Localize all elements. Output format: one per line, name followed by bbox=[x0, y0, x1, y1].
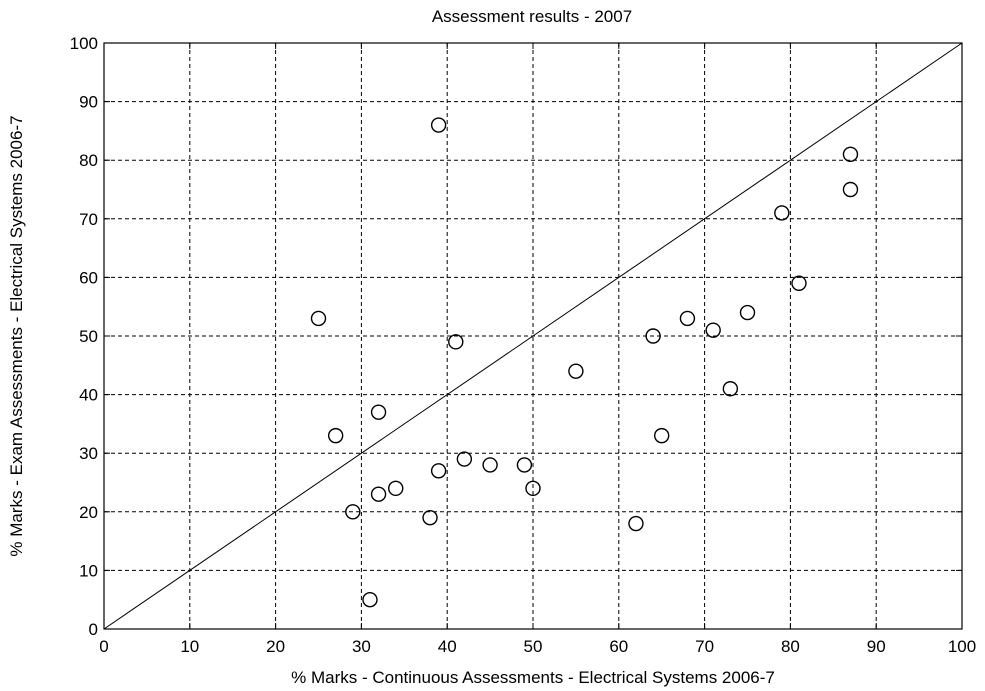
data-point bbox=[654, 427, 670, 444]
x-axis-label: % Marks - Continuous Assessments - Elect… bbox=[291, 668, 775, 687]
x-tick-label: 80 bbox=[781, 637, 800, 656]
data-point bbox=[430, 463, 447, 479]
data-point bbox=[327, 427, 344, 444]
data-point bbox=[370, 404, 387, 420]
x-tick-label: 90 bbox=[867, 637, 886, 656]
y-tick-label: 30 bbox=[79, 444, 98, 463]
data-point bbox=[705, 322, 721, 338]
data-point bbox=[482, 457, 498, 473]
reference-line bbox=[103, 42, 963, 630]
ticks bbox=[103, 42, 963, 630]
x-tick-label: 100 bbox=[948, 637, 976, 656]
y-tick-label: 20 bbox=[79, 503, 98, 522]
data-points bbox=[310, 117, 859, 608]
y-axis-label: % Marks - Exam Assessments - Electrical … bbox=[7, 115, 26, 556]
data-point bbox=[628, 515, 644, 532]
data-point bbox=[791, 275, 807, 291]
data-point bbox=[448, 334, 464, 350]
data-point bbox=[774, 205, 790, 221]
data-point bbox=[568, 363, 584, 379]
y-tick-label: 80 bbox=[79, 151, 98, 170]
data-point bbox=[388, 480, 404, 497]
y-tick-label: 90 bbox=[79, 93, 98, 112]
data-point bbox=[722, 381, 739, 397]
data-point bbox=[516, 457, 533, 473]
x-tick-label: 50 bbox=[524, 637, 543, 656]
reference-line-layer bbox=[103, 42, 963, 630]
y-tick-labels: 0 10 20 30 40 50 60 70 80 90 100 bbox=[70, 34, 98, 639]
x-tick-label: 0 bbox=[99, 637, 108, 656]
x-tick-label: 20 bbox=[266, 637, 285, 656]
data-point bbox=[310, 310, 327, 327]
data-point bbox=[456, 451, 473, 467]
chart-title: Assessment results - 2007 bbox=[432, 7, 632, 26]
y-tick-label: 100 bbox=[70, 34, 98, 53]
data-point bbox=[645, 328, 661, 344]
data-point bbox=[345, 504, 361, 520]
y-tick-label: 50 bbox=[79, 327, 98, 346]
y-tick-label: 0 bbox=[89, 620, 98, 639]
data-point bbox=[370, 486, 387, 502]
x-tick-label: 60 bbox=[609, 637, 628, 656]
y-tick-label: 70 bbox=[79, 210, 98, 229]
data-point bbox=[842, 146, 859, 163]
data-point bbox=[362, 592, 378, 608]
data-point bbox=[525, 480, 541, 497]
data-point bbox=[422, 509, 438, 526]
data-point bbox=[842, 181, 859, 198]
data-point bbox=[679, 310, 696, 327]
y-tick-label: 40 bbox=[79, 386, 98, 405]
x-tick-labels: 0 10 20 30 40 50 60 70 80 90 100 bbox=[99, 637, 976, 656]
x-tick-label: 30 bbox=[352, 637, 371, 656]
data-point bbox=[430, 117, 447, 133]
x-tick-label: 10 bbox=[180, 637, 199, 656]
x-tick-label: 40 bbox=[438, 637, 457, 656]
data-point bbox=[739, 304, 756, 321]
y-tick-label: 60 bbox=[79, 268, 98, 287]
x-tick-label: 70 bbox=[695, 637, 714, 656]
y-tick-label: 10 bbox=[79, 561, 98, 580]
